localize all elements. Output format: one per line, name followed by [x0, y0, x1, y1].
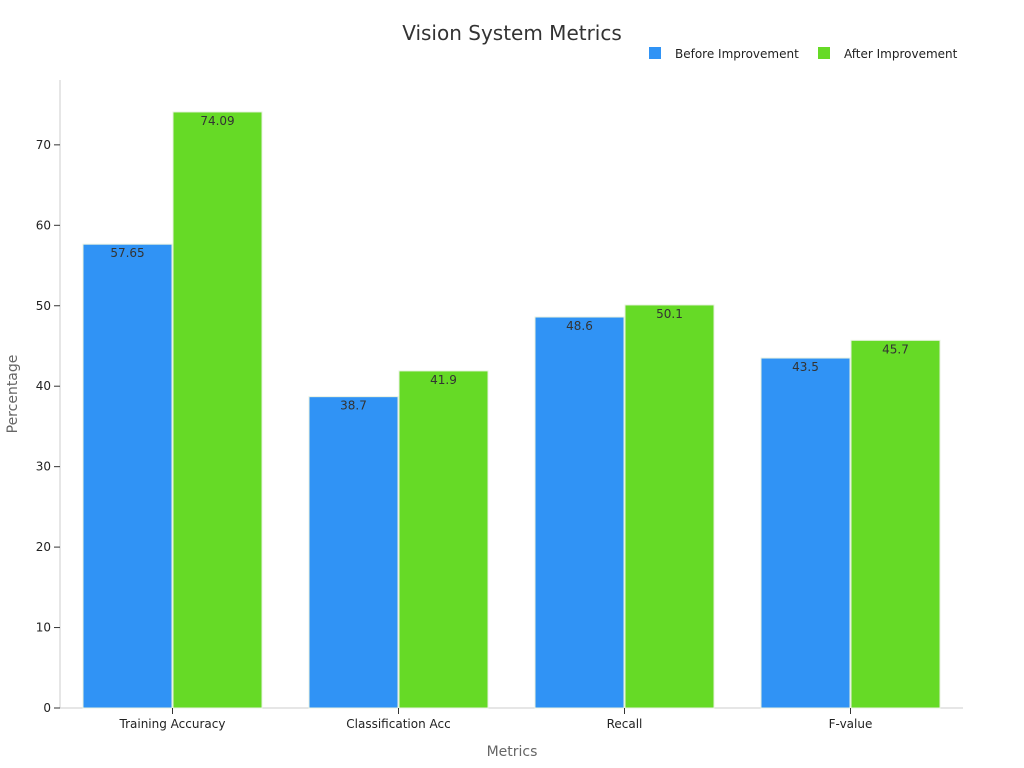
bar-value-label: 50.1	[656, 307, 683, 321]
bar-after[interactable]	[398, 370, 489, 709]
bar-value-label: 38.7	[340, 399, 367, 413]
bar-value-label: 45.7	[882, 342, 909, 356]
bar-after[interactable]	[172, 111, 263, 709]
y-tick-label: 0	[43, 701, 51, 715]
y-tick-label: 10	[36, 621, 51, 635]
x-tick-label: Training Accuracy	[119, 717, 226, 731]
bar-value-label: 74.09	[200, 114, 234, 128]
x-tick-label: F-value	[829, 717, 873, 731]
y-tick-label: 20	[36, 540, 51, 554]
bar-after[interactable]	[850, 339, 941, 709]
legend-swatch-after	[818, 47, 830, 59]
bar-value-label: 41.9	[430, 373, 457, 387]
chart-title: Vision System Metrics	[402, 21, 622, 45]
bar-after[interactable]	[624, 304, 715, 709]
legend-swatch-before	[649, 47, 661, 59]
legend-label-before: Before Improvement	[675, 47, 799, 61]
plot-area: 0 10 20 30 40 50 60 70 57.65 74.09 Training Accura…	[36, 80, 963, 731]
bar-before[interactable]	[82, 243, 173, 709]
bar-value-label: 43.5	[792, 360, 819, 374]
bar-before[interactable]	[760, 357, 851, 709]
legend: Before Improvement After Improvement	[649, 47, 958, 61]
x-tick-label: Classification Acc	[346, 717, 450, 731]
bar-before[interactable]	[308, 396, 399, 709]
y-axis-title: Percentage	[5, 355, 21, 434]
y-tick-label: 60	[36, 218, 51, 232]
x-tick-label: Recall	[607, 717, 643, 731]
legend-label-after: After Improvement	[844, 47, 958, 61]
y-tick-label: 40	[36, 379, 51, 393]
x-axis-title: Metrics	[487, 744, 538, 760]
bar-value-label: 57.65	[110, 246, 144, 260]
bar-value-label: 48.6	[566, 319, 593, 333]
bar-before[interactable]	[534, 316, 625, 709]
y-tick-label: 30	[36, 460, 51, 474]
y-tick-label: 50	[36, 299, 51, 313]
y-tick-label: 70	[36, 138, 51, 152]
